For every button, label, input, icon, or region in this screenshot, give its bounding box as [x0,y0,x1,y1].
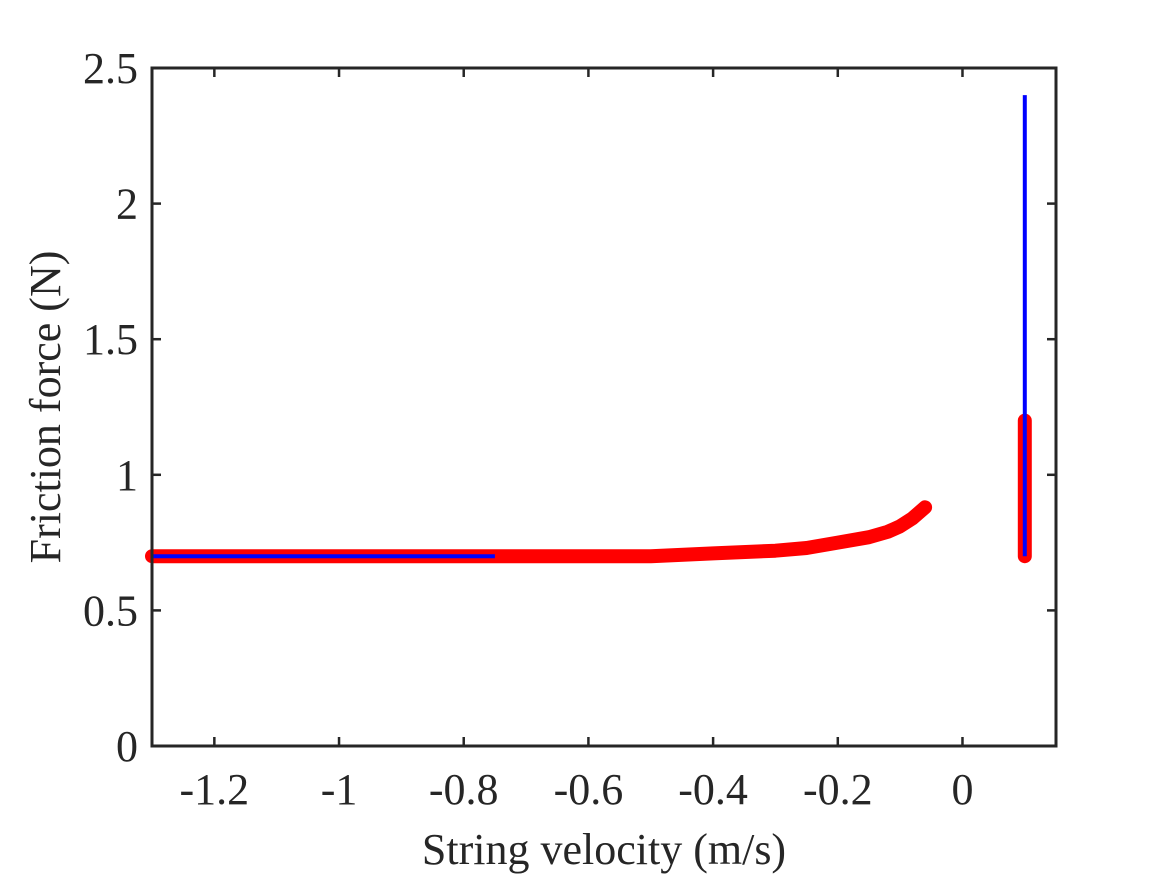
tick-labels: -1.2 -1 -0.8 -0.6 -0.4 -0.2 0 0 0.5 1 1.5 2 2.5 [83,44,973,814]
x-tick-label: -1.2 [180,765,250,814]
red-series-segment-0 [145,500,933,564]
plot-series [145,95,1032,564]
x-tick-label: 0 [951,765,973,814]
y-tick-label: 0.5 [83,586,138,635]
y-tick-label: 0 [116,722,138,771]
ticks [152,66,1056,748]
x-tick-label: -0.6 [554,765,624,814]
y-tick-label: 2 [116,180,138,229]
x-tick-label: -0.8 [429,765,499,814]
axes-box [150,66,1058,748]
y-axis-label: Friction force (N) [21,251,70,564]
x-tick-label: -0.4 [678,765,748,814]
x-axis-label: String velocity (m/s) [422,825,786,874]
x-tick-label: -0.2 [803,765,873,814]
x-tick-label: -1 [321,765,358,814]
y-tick-label: 1 [116,451,138,500]
y-tick-label: 2.5 [83,44,138,93]
y-tick-label: 1.5 [83,315,138,364]
